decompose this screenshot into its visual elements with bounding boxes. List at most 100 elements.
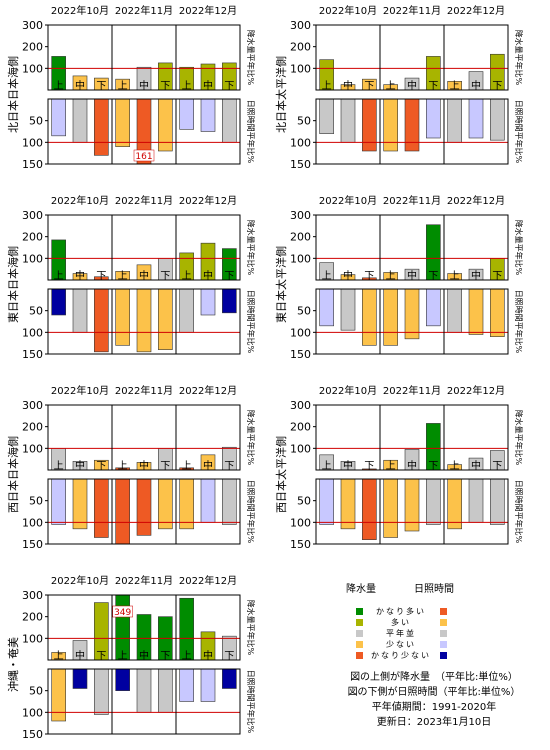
- precip-tick-label: 300: [22, 209, 43, 222]
- precip-bar: [319, 59, 334, 90]
- sun-bar: [468, 289, 484, 335]
- sun-bar: [362, 479, 377, 540]
- precip-tick-label: 300: [22, 589, 43, 602]
- sun-axis-label: 日照時間平年比%: [246, 670, 256, 734]
- dekad-label: 下: [492, 461, 502, 472]
- precip-bar: [136, 264, 152, 280]
- precip-bar: [136, 66, 152, 90]
- sun-bar: [447, 289, 462, 333]
- month-label: 2022年12月: [179, 194, 237, 207]
- dekad-label: 下: [96, 461, 106, 472]
- sun-bar: [200, 99, 216, 132]
- month-label: 2022年12月: [179, 4, 237, 17]
- dekad-label: 下: [364, 271, 374, 282]
- dekad-label: 下: [428, 271, 438, 282]
- legend-precip-title: 降水量: [346, 584, 376, 595]
- precip-tick-label: 300: [22, 19, 43, 32]
- sun-bar: [340, 479, 356, 530]
- dekad-label: 上: [118, 650, 128, 662]
- legend-item: 多い: [318, 617, 550, 628]
- sun-bar: [179, 289, 194, 333]
- dekad-label: 上: [182, 80, 192, 92]
- dekad-label: 上: [118, 270, 128, 282]
- sun-tick-label: 100: [290, 516, 311, 529]
- sun-tick-label: 50: [29, 495, 43, 508]
- sun-bars: [51, 669, 237, 722]
- sun-tick-label: 50: [297, 115, 311, 128]
- sun-bar: [426, 99, 441, 139]
- dekad-label: 中: [139, 269, 149, 282]
- dekad-label: 中: [203, 79, 213, 92]
- precip-bar: [115, 467, 130, 470]
- precip-bar: [426, 56, 441, 90]
- sun-bar: [94, 669, 109, 715]
- sun-tick-label: 100: [290, 136, 311, 149]
- precip-frame: [47, 404, 241, 471]
- sun-bar: [158, 289, 173, 350]
- dekad-label: 下: [96, 81, 106, 92]
- legend-item-label: 少ない: [386, 640, 416, 649]
- sun-bars: [319, 479, 505, 540]
- precip-bar: [319, 454, 334, 470]
- sun-bar: [222, 479, 237, 525]
- month-label: 2022年10月: [51, 384, 109, 397]
- sun-axis-label: 日照時間平年比%: [246, 100, 256, 164]
- legend-item: かなり少ない: [318, 650, 550, 661]
- sun-bar: [490, 99, 505, 141]
- dekad-label: 上: [322, 460, 332, 472]
- sun-frame: [47, 288, 241, 355]
- sun-axis-label: 日照時間平年比%: [246, 290, 256, 354]
- dekad-label: 下: [364, 81, 374, 92]
- overflow-label-box: [112, 605, 133, 618]
- precip-axis-label: 降水量平年比%: [246, 410, 256, 466]
- month-label: 2022年12月: [447, 194, 505, 207]
- note-line: 図の上側が降水量 （平年比:単位%）: [350, 672, 518, 683]
- sun-bars: [51, 479, 237, 544]
- dekad-label: 上: [54, 650, 64, 662]
- precip-bar: [51, 239, 66, 280]
- precip-bars: [51, 56, 237, 90]
- sun-tick-label: 50: [29, 305, 43, 318]
- precip-bar: [179, 66, 194, 90]
- legend-item-label: かなり多い: [376, 607, 426, 616]
- sun-bar: [136, 289, 152, 353]
- precip-bar: [179, 467, 194, 470]
- dekad-label: 下: [160, 271, 170, 282]
- sun-frame: [47, 478, 241, 545]
- dekad-label: 下: [224, 461, 234, 472]
- precip-bar: [94, 459, 109, 470]
- precip-bars: [51, 239, 237, 280]
- sun-frame: [315, 98, 509, 165]
- legend-item: 少ない: [318, 639, 550, 650]
- dekad-label: 上: [54, 80, 64, 92]
- precip-bar: [72, 273, 88, 280]
- sun-bar: [179, 99, 194, 130]
- sun-bar: [51, 669, 66, 722]
- precip-bars: [51, 446, 237, 470]
- sun-bar: [447, 479, 462, 530]
- dekad-label: 上: [386, 460, 396, 472]
- sun-bar: [468, 479, 484, 523]
- sun-bar: [426, 289, 441, 327]
- legend-precip-swatch: [356, 630, 363, 637]
- dekad-label: 下: [224, 271, 234, 282]
- sun-bar: [72, 99, 88, 143]
- precip-bar: [468, 71, 484, 90]
- dekad-label: 上: [386, 270, 396, 282]
- sun-tick-label: 150: [290, 538, 311, 551]
- month-label: 2022年11月: [115, 574, 173, 587]
- precip-tick-label: 200: [22, 611, 43, 624]
- legend-precip-swatch: [356, 619, 363, 626]
- dekad-label: 上: [322, 80, 332, 92]
- legend-sun-swatch: [440, 641, 447, 648]
- precip-bar: [490, 450, 505, 470]
- region-label: 東日本太平洋側: [274, 246, 288, 323]
- dekad-label: 下: [428, 81, 438, 92]
- sun-bar: [319, 479, 334, 525]
- sun-bar: [158, 479, 173, 530]
- notes: 図の上側が降水量 （平年比:単位%） 図の下側が日照時間（平年比:単位%） 平年…: [318, 670, 550, 730]
- precip-tick-label: 300: [22, 399, 43, 412]
- sun-bar: [179, 669, 194, 702]
